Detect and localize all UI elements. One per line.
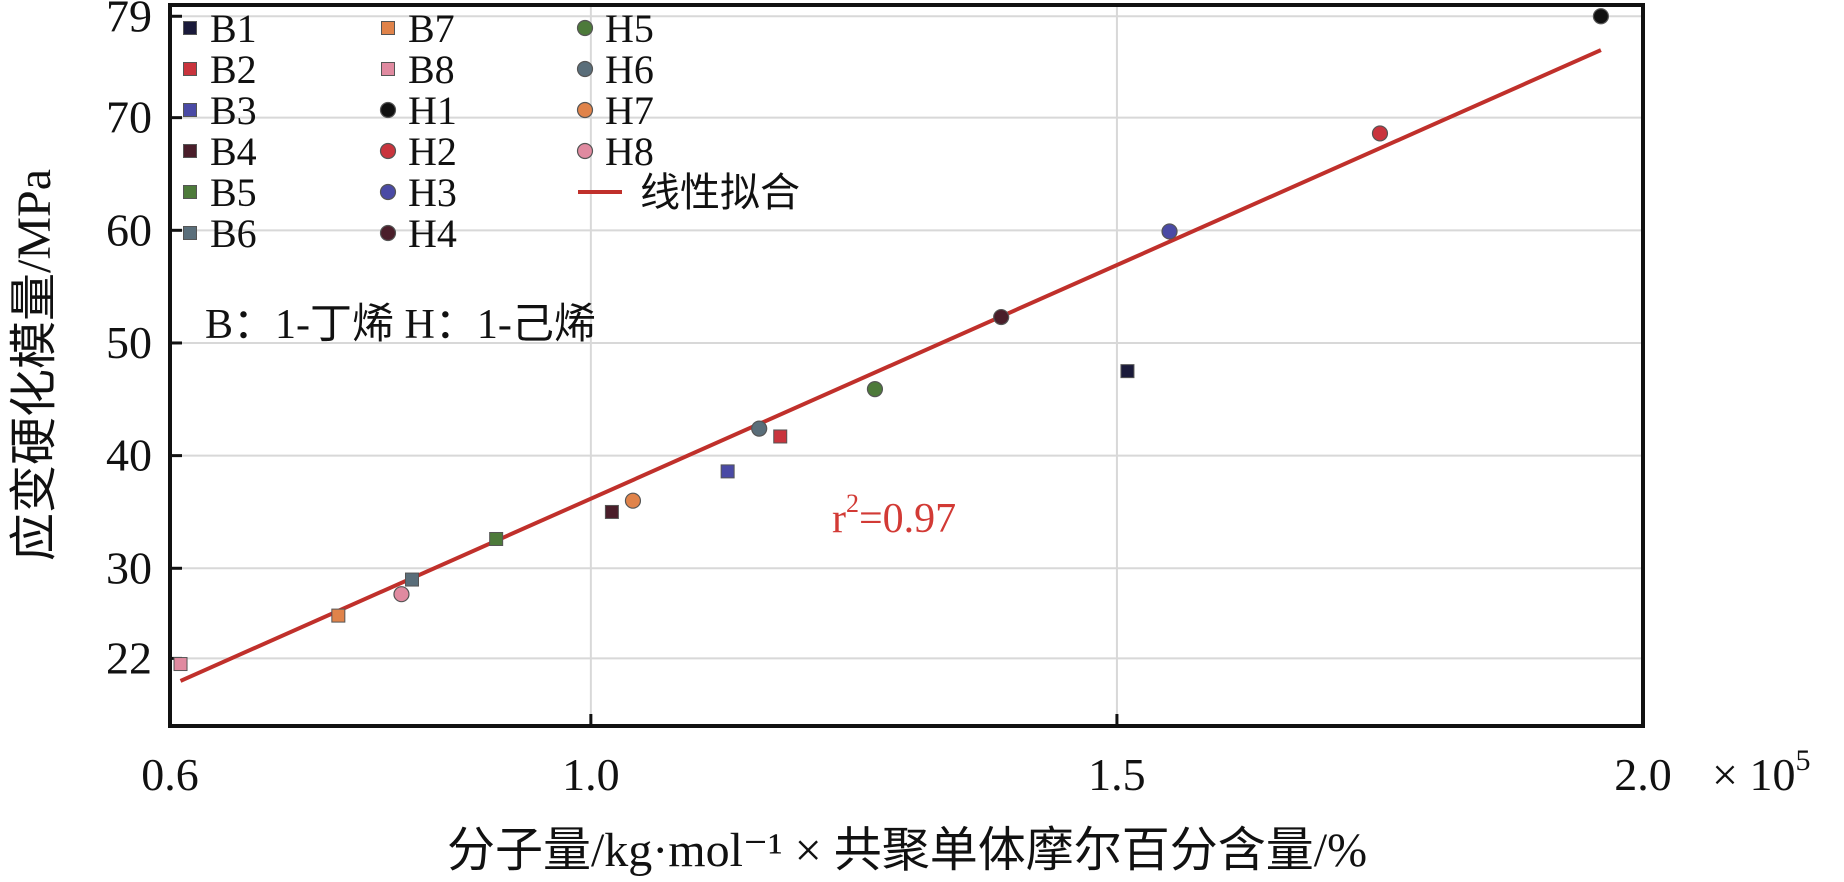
r-squared-label: r2=0.97 xyxy=(832,489,956,542)
legend-label-b4: B4 xyxy=(210,129,257,174)
y-axis-title: 应变硬化模量/MPa xyxy=(8,169,61,561)
data-point-b1 xyxy=(1120,364,1135,379)
data-point-h4 xyxy=(993,308,1010,326)
legend-label-h8: H8 xyxy=(605,129,654,174)
x-axis-ticks: 0.6 1.0 1.5 2.0 xyxy=(141,714,1672,800)
data-point-b4 xyxy=(604,504,619,519)
legend-marker-h5 xyxy=(576,19,594,37)
y-tick-label: 30 xyxy=(106,542,152,593)
data-point-b7 xyxy=(331,608,346,623)
legend-label-b5: B5 xyxy=(210,170,257,215)
legend-label-fit: 线性拟合 xyxy=(640,170,800,215)
grid-lines xyxy=(170,5,1643,726)
annotation-note: B：1-丁烯 H：1-己烯 xyxy=(205,302,596,348)
y-tick-label: 70 xyxy=(106,92,152,143)
legend-label-h5: H5 xyxy=(605,6,654,51)
legend-label-b2: B2 xyxy=(210,47,257,92)
y-tick-label: 50 xyxy=(106,317,152,368)
data-point-b2 xyxy=(773,429,788,444)
data-point-h3 xyxy=(1161,223,1178,240)
legend-label-h7: H7 xyxy=(605,88,654,133)
data-point-h7 xyxy=(624,492,642,509)
legend-marker-h6 xyxy=(576,60,594,78)
data-point-h1 xyxy=(1592,8,1610,25)
legend-label-b8: B8 xyxy=(408,47,455,92)
legend-label-b1: B1 xyxy=(210,6,257,51)
legend-marker-b1 xyxy=(183,21,197,35)
data-point-h8 xyxy=(393,586,410,603)
legend-label-b7: B7 xyxy=(408,6,455,51)
legend-label-h1: H1 xyxy=(408,88,457,133)
data-point-b6 xyxy=(404,572,419,587)
x-tick-label: 0.6 xyxy=(141,749,199,800)
legend-marker-b8 xyxy=(381,62,395,76)
legend-marker-b6 xyxy=(183,226,197,240)
legend-marker-b5 xyxy=(183,185,197,199)
legend-marker-h4 xyxy=(379,224,397,242)
data-point-b5 xyxy=(489,531,504,546)
x-tick-label: 2.0 xyxy=(1614,749,1672,800)
y-axis-ticks: 22 30 40 50 60 70 79 xyxy=(106,0,182,683)
plot-frame xyxy=(168,3,1645,728)
y-tick-label: 22 xyxy=(106,632,152,683)
y-tick-label: 79 xyxy=(106,0,152,41)
legend-marker-h2 xyxy=(379,142,397,160)
legend-marker-b4 xyxy=(183,144,197,158)
legend-label-h6: H6 xyxy=(605,47,654,92)
x-multiplier-exponent: 5 xyxy=(1795,744,1810,777)
legend-marker-h3 xyxy=(379,183,397,201)
data-points xyxy=(173,8,1610,672)
legend-label-b3: B3 xyxy=(210,88,257,133)
legend-marker-h7 xyxy=(576,101,594,119)
legend-marker-b3 xyxy=(183,103,197,117)
legend-marker-b2 xyxy=(183,62,197,76)
legend-label-h3: H3 xyxy=(408,170,457,215)
legend-label-b6: B6 xyxy=(210,211,257,256)
data-point-b3 xyxy=(720,464,735,479)
legend-marker-b7 xyxy=(381,21,395,35)
legend-label-h2: H2 xyxy=(408,129,457,174)
legend-label-h4: H4 xyxy=(408,211,457,256)
data-point-h6 xyxy=(751,420,768,437)
legend-marker-h1 xyxy=(379,101,397,119)
y-tick-label: 40 xyxy=(106,430,152,481)
data-point-h2 xyxy=(1371,125,1389,142)
y-tick-label: 60 xyxy=(106,204,152,255)
data-point-h5 xyxy=(866,381,884,398)
x-tick-label: 1.5 xyxy=(1088,749,1146,800)
x-axis-title: 分子量/kg·mol⁻¹ × 共聚单体摩尔百分含量/% xyxy=(447,824,1367,877)
legend-marker-h8 xyxy=(576,142,594,160)
data-point-b8 xyxy=(173,657,188,672)
linear-fit-line xyxy=(179,48,1602,683)
x-tick-label: 1.0 xyxy=(562,749,620,800)
x-multiplier: × 105 xyxy=(1712,744,1810,800)
